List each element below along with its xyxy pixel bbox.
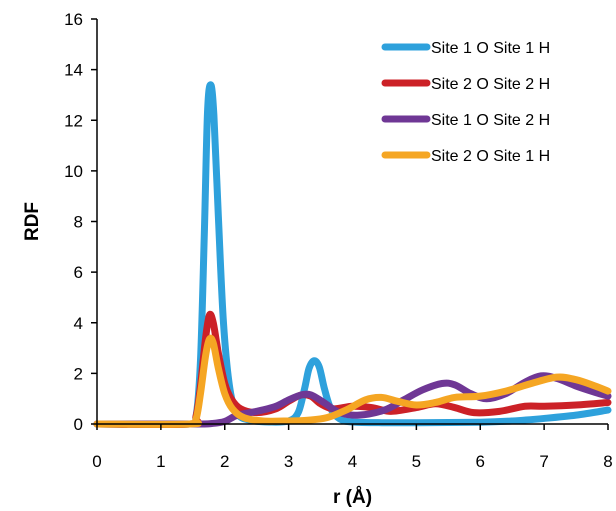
x-tick-label: 0 — [92, 452, 101, 471]
x-tick-label: 7 — [539, 452, 548, 471]
x-tick-label: 4 — [348, 452, 357, 471]
x-tick-label: 5 — [412, 452, 421, 471]
y-tick-label: 8 — [74, 213, 83, 232]
legend-label-1: Site 1 O Site 1 H — [431, 40, 550, 57]
y-tick-label: 12 — [64, 111, 83, 130]
x-tick-label: 3 — [284, 452, 293, 471]
y-tick-label: 10 — [64, 162, 83, 181]
y-tick-label: 0 — [74, 415, 83, 434]
x-axis-label: r (Å) — [333, 487, 372, 508]
y-tick-label: 2 — [74, 364, 83, 383]
series-line-1 — [93, 81, 612, 429]
y-tick-label: 6 — [74, 263, 83, 282]
series-line-4 — [93, 334, 612, 428]
y-tick-label: 14 — [64, 61, 83, 80]
y-tick-label: 16 — [64, 10, 83, 29]
x-tick-label: 1 — [156, 452, 165, 471]
legend-label-4: Site 2 O Site 1 H — [431, 148, 550, 165]
x-tick-label: 2 — [220, 452, 229, 471]
x-tick-label: 8 — [603, 452, 612, 471]
plot-lines — [93, 81, 612, 429]
y-axis-label: RDF — [22, 202, 43, 241]
x-tick-label: 6 — [476, 452, 485, 471]
y-tick-label: 4 — [74, 314, 83, 333]
legend-label-3: Site 1 O Site 2 H — [431, 112, 550, 129]
legend-label-2: Site 2 O Site 2 H — [431, 76, 550, 93]
legend: Site 1 O Site 1 H Site 2 O Site 2 H Site 1… — [381, 40, 550, 165]
